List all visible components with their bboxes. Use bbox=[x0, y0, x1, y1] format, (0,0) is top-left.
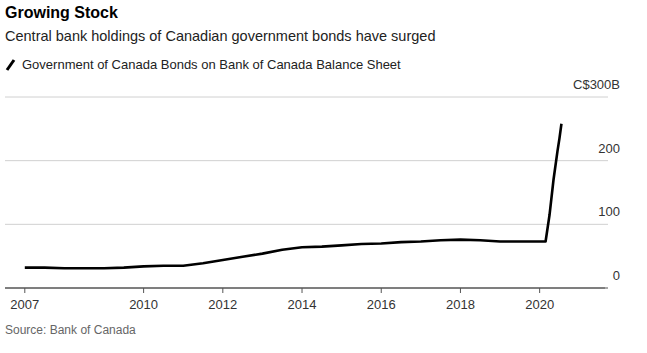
y-tick-label: 0 bbox=[613, 268, 620, 283]
legend-swatch bbox=[7, 60, 14, 70]
x-tick bbox=[24, 288, 25, 293]
y-tick-label: 100 bbox=[598, 204, 620, 219]
x-tick-label: 2014 bbox=[288, 297, 317, 312]
grid-line bbox=[5, 160, 608, 161]
x-tick-label: 2007 bbox=[10, 297, 39, 312]
legend-label: Government of Canada Bonds on Bank of Ca… bbox=[22, 57, 401, 72]
legend: Government of Canada Bonds on Bank of Ca… bbox=[7, 57, 401, 72]
x-tick bbox=[302, 288, 303, 293]
y-tick-label: C$300B bbox=[573, 77, 620, 92]
x-tick-label: 2016 bbox=[367, 297, 396, 312]
x-tick-label: 2018 bbox=[446, 297, 475, 312]
subtitle: Central bank holdings of Canadian govern… bbox=[5, 28, 435, 44]
x-tick bbox=[539, 288, 540, 293]
x-tick bbox=[222, 288, 223, 293]
x-tick bbox=[143, 288, 144, 293]
y-tick-label: 200 bbox=[598, 141, 620, 156]
grid-line bbox=[5, 97, 608, 98]
source: Source: Bank of Canada bbox=[5, 323, 136, 337]
series-line bbox=[25, 124, 562, 269]
grid-line bbox=[5, 224, 608, 225]
x-tick-label: 2010 bbox=[129, 297, 158, 312]
x-tick bbox=[381, 288, 382, 293]
chart: Growing Stock Central bank holdings of Ca… bbox=[0, 0, 647, 353]
x-tick bbox=[460, 288, 461, 293]
title: Growing Stock bbox=[5, 4, 118, 21]
x-axis bbox=[5, 288, 605, 289]
grid-line bbox=[5, 288, 608, 289]
x-tick-label: 2012 bbox=[208, 297, 237, 312]
x-tick-label: 2020 bbox=[525, 297, 554, 312]
plot-area bbox=[25, 124, 562, 269]
